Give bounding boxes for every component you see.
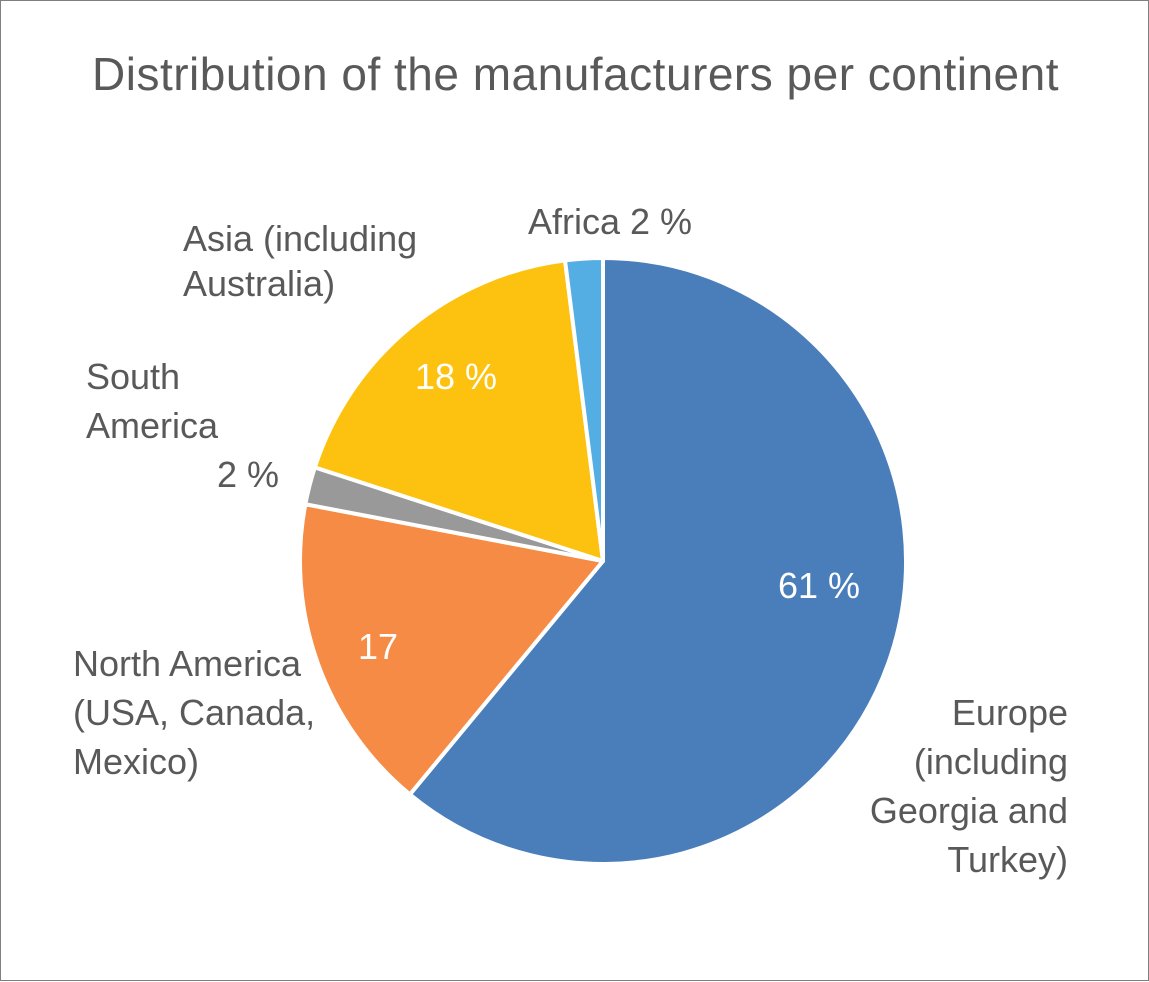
chart-title: Distribution of the manufacturers per co…: [92, 48, 1059, 100]
category-label-2: South America 2 %: [86, 356, 279, 495]
pie-slice-4: [563, 256, 605, 563]
category-label-4: Africa 2 %: [528, 201, 692, 242]
pie-slice-1: [298, 502, 605, 797]
pie-slice-3: [312, 258, 605, 563]
category-label-0: Europe (including Georgia and Turkey): [870, 692, 1068, 880]
value-label-1: 17: [358, 626, 398, 667]
category-label-1: North America (USA, Canada, Mexico): [73, 643, 315, 782]
value-label-0: 61 %: [778, 565, 860, 606]
value-label-3: 18 %: [415, 356, 497, 397]
category-label-3: Asia (including Australia): [183, 218, 417, 304]
pie-slice-0: [407, 256, 908, 866]
